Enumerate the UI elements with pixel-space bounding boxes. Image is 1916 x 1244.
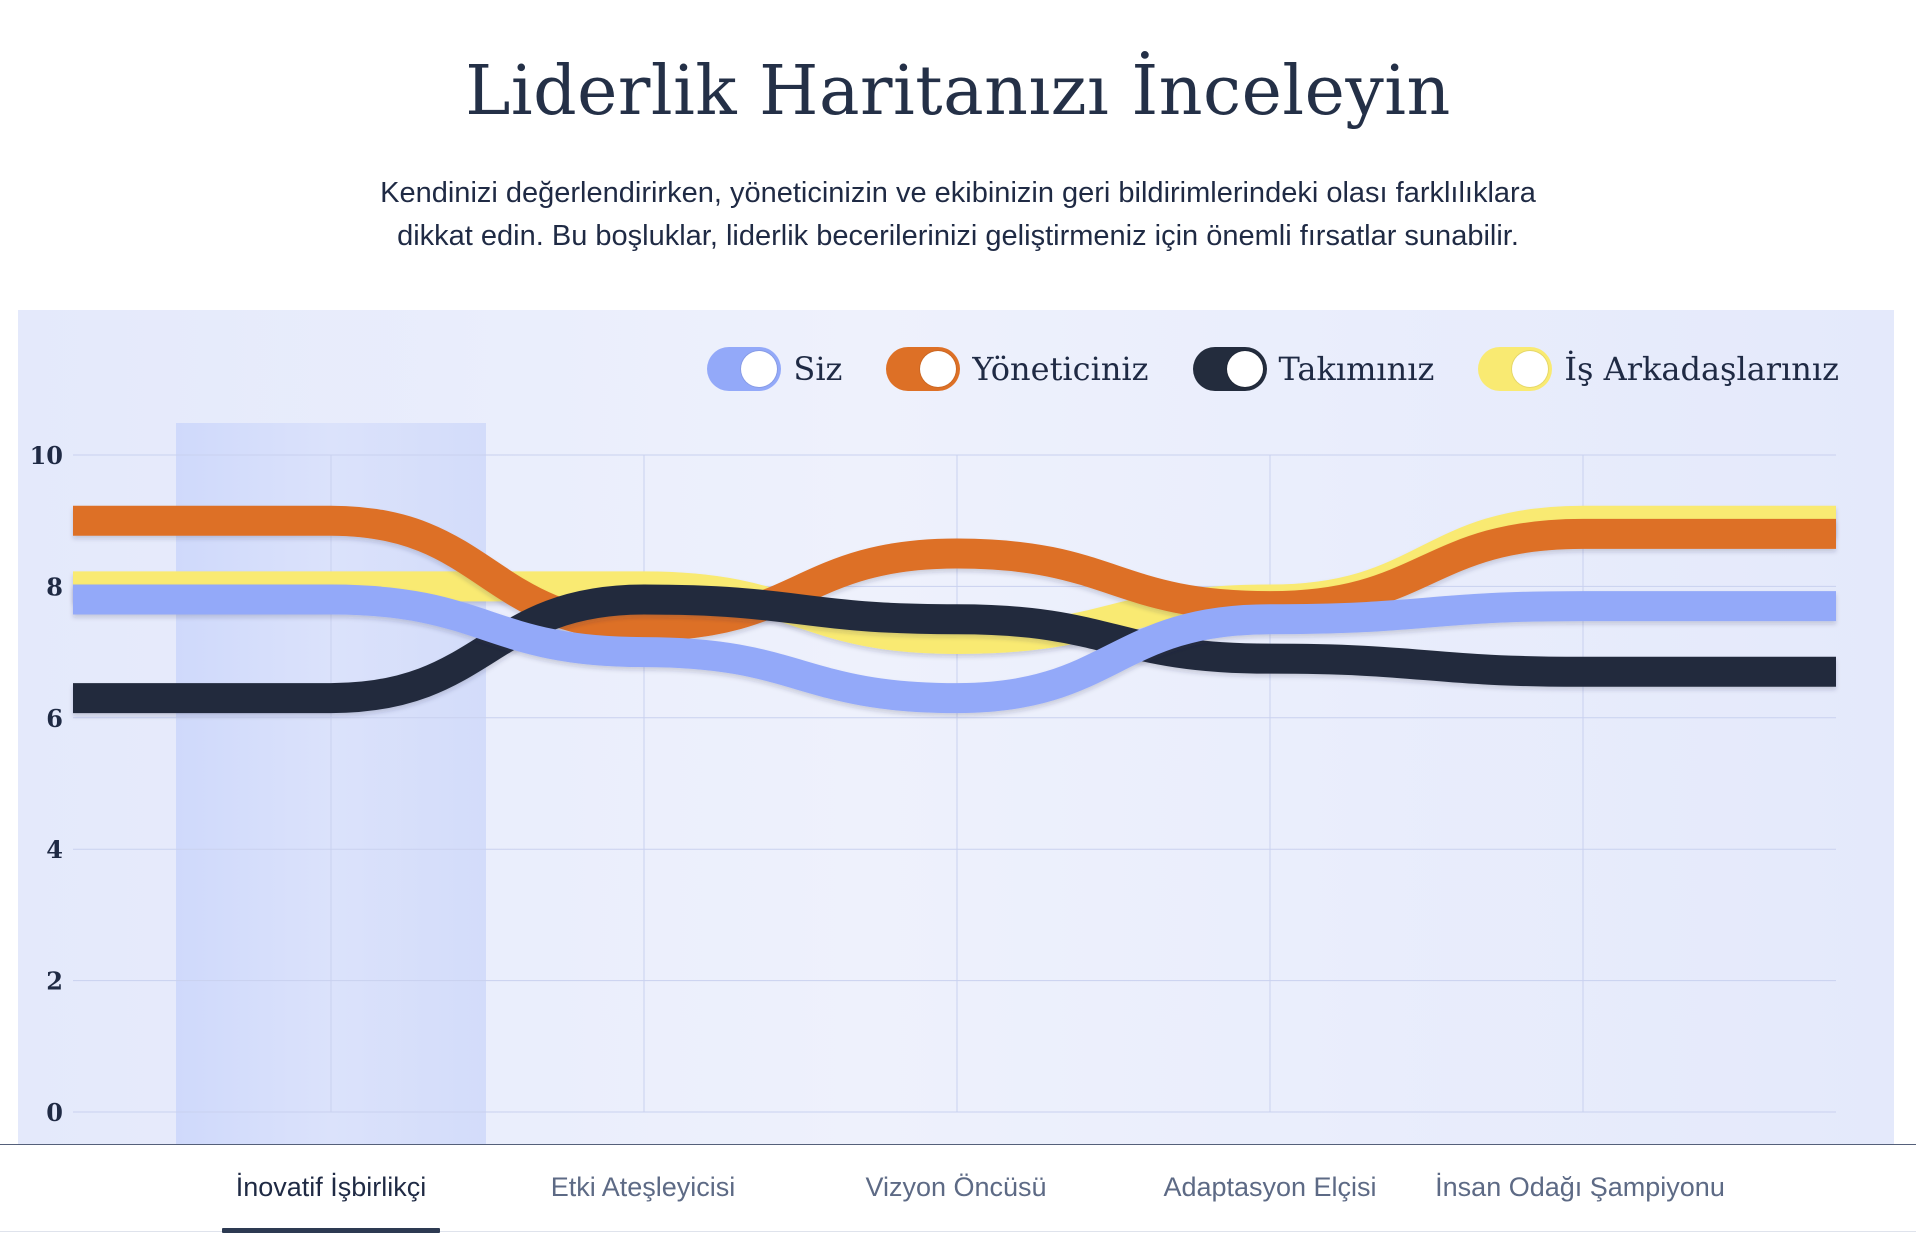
legend-toggle-siz[interactable] [707,347,782,391]
toggle-knob [920,351,957,387]
y-tick-label: 10 [30,441,63,470]
toggle-knob [1512,351,1549,387]
legend-item-siz[interactable]: Siz [707,347,842,391]
legend-item-yoneticiniz[interactable]: Yöneticiniz [886,347,1149,391]
chart-legend: Siz Yöneticiniz Takımınız İş Arkadaşları… [663,347,1839,391]
y-tick-label: 8 [46,572,63,601]
series-line-y-neticiniz [73,505,1836,641]
series-line-siz [73,584,1836,714]
tab-insan-odagi-sampiyonu[interactable]: İnsan Odağı Şampiyonu [1435,1172,1725,1202]
legend-label-takiminiz: Takımınız [1278,350,1435,388]
legend-label-siz: Siz [793,350,843,388]
chart-panel: 0 2 4 6 8 10 Siz Yöneticiniz Takımınız İş Ark… [18,310,1894,1145]
toggle-knob [1226,351,1263,387]
tab-vizyon-oncusu[interactable]: Vizyon Öncüsü [865,1172,1047,1202]
legend-toggle-yoneticiniz[interactable] [886,347,961,391]
tab-adaptasyon-elcisi[interactable]: Adaptasyon Elçisi [1163,1172,1377,1202]
legend-label-yoneticiniz: Yöneticiniz [972,350,1149,388]
toggle-knob [741,351,778,387]
tab-etki-atesleyicisi[interactable]: Etki Ateşleyicisi [550,1172,736,1202]
y-tick-label: 0 [46,1098,63,1127]
y-tick-label: 6 [46,704,63,733]
leadership-line-chart: 0 2 4 6 8 10 [30,423,1836,1145]
y-tick-label: 2 [46,967,63,996]
description-line-1: Kendinizi değerlendirirken, yöneticinizi… [380,177,1536,209]
category-tabs: İnovatif İşbirlikçi Etki Ateşleyicisi Vi… [0,1144,1916,1233]
page-title: Liderlik Haritanızı İnceleyin [465,52,1451,131]
legend-label-is-arkadaslariniz: İş Arkadaşlarınız [1564,350,1839,388]
legend-toggle-takiminiz[interactable] [1192,347,1267,391]
y-tick-label: 4 [46,835,63,864]
legend-item-is-arkadaslariniz[interactable]: İş Arkadaşlarınız [1478,347,1839,391]
description-line-2: dikkat edin. Bu boşluklar, liderlik bece… [397,220,1519,252]
legend-item-takiminiz[interactable]: Takımınız [1192,347,1435,391]
tab-inovatif-isbirlikci[interactable]: İnovatif İşbirlikçi [222,1145,440,1233]
legend-toggle-is-arkadaslariniz[interactable] [1478,347,1553,391]
page-description: Kendinizi değerlendirirken, yöneticinizi… [258,172,1658,258]
